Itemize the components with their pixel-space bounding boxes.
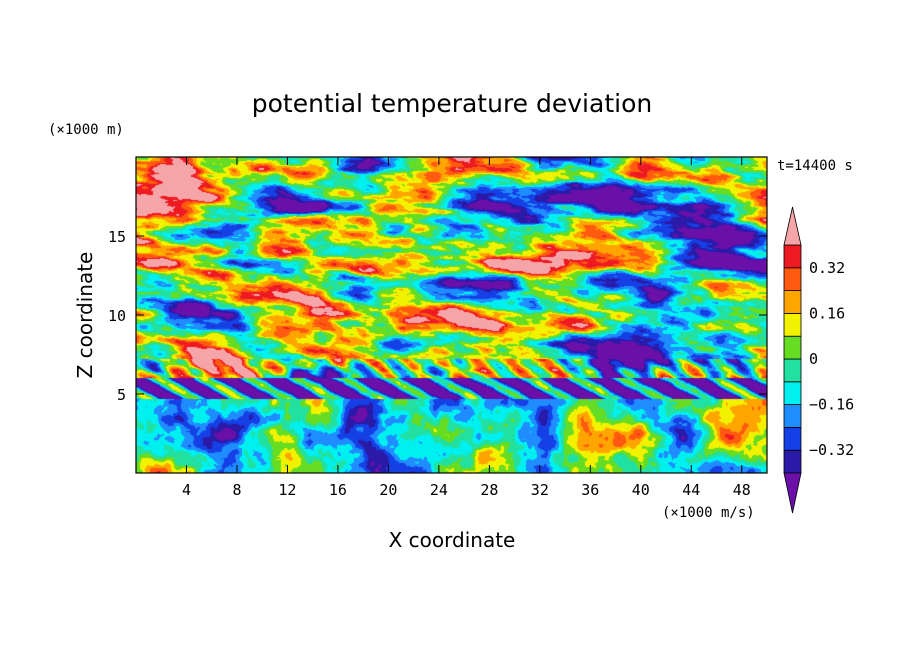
y-tick-label: 5 [117, 386, 126, 404]
colorbar-tick-label: −0.32 [809, 441, 854, 459]
colorbar-segment [783, 358, 802, 383]
colorbar-segment [783, 381, 802, 405]
colorbar-segment [783, 244, 802, 269]
y-tick-label: 10 [108, 307, 126, 325]
chart-title: potential temperature deviation [252, 89, 652, 118]
colorbar: 0.32 0.16 0 −0.16 −0.32 [783, 206, 854, 514]
colorbar-segment [783, 404, 802, 428]
x-tick-label: 28 [480, 481, 498, 499]
x-unit-label: (×1000 m/s) [662, 505, 755, 521]
x-tick-label: 8 [232, 481, 241, 499]
x-tick-label: 36 [581, 481, 599, 499]
colorbar-segment [783, 267, 802, 291]
y-unit-label: (×1000 m) [48, 122, 124, 138]
colorbar-tick-label: 0.32 [809, 259, 845, 277]
colorbar-tick-label: −0.16 [809, 396, 854, 414]
x-tick-label: 32 [531, 481, 549, 499]
x-tick-label: 12 [278, 481, 296, 499]
heatmap-field [136, 157, 767, 473]
time-label: t=14400 s [777, 158, 853, 174]
colorbar-extend-bottom [783, 472, 802, 514]
x-tick-label: 40 [632, 481, 650, 499]
y-axis-label: Z coordinate [73, 252, 97, 379]
y-tick-label: 15 [108, 228, 126, 246]
colorbar-segment [783, 290, 802, 314]
colorbar-segment [783, 426, 802, 451]
heatmap-image [136, 157, 767, 473]
x-tick-label: 20 [379, 481, 397, 499]
colorbar-extend-top [783, 206, 802, 246]
colorbar-segment [783, 335, 802, 360]
x-axis-label: X coordinate [389, 528, 516, 552]
colorbar-tick-label: 0 [809, 350, 818, 368]
x-tick-label: 48 [733, 481, 751, 499]
x-tick-label: 16 [329, 481, 347, 499]
x-tick-label: 4 [182, 481, 191, 499]
colorbar-segment [783, 449, 802, 474]
x-tick-label: 44 [682, 481, 700, 499]
colorbar-tick-label: 0.16 [809, 304, 845, 322]
x-tick-label: 24 [430, 481, 448, 499]
colorbar-segment [783, 312, 802, 337]
